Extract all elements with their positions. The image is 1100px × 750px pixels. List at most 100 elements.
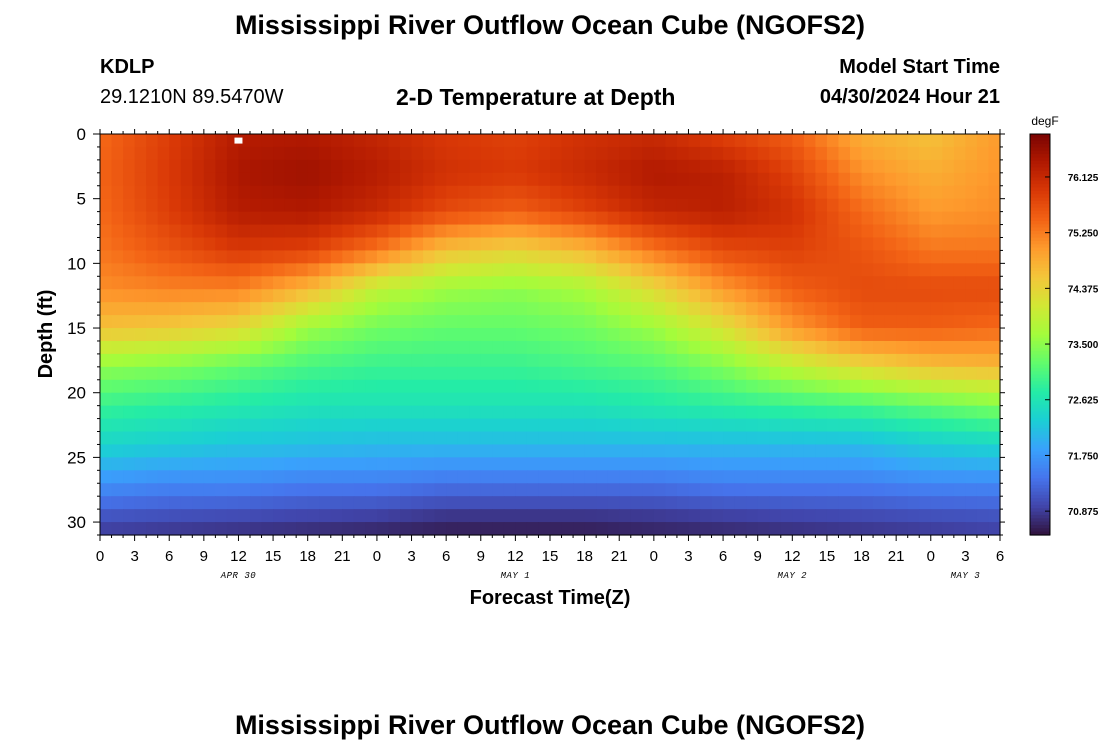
colorbar-swatch xyxy=(1030,167,1050,172)
heatmap-cell xyxy=(100,366,113,381)
heatmap-cell xyxy=(400,366,413,381)
heatmap-cell xyxy=(884,224,897,239)
heatmap-cell xyxy=(215,405,228,420)
heatmap-cell xyxy=(203,172,216,187)
heatmap-cell xyxy=(584,159,597,174)
heatmap-cell xyxy=(180,172,193,187)
heatmap-cell xyxy=(780,353,793,368)
heatmap-cell xyxy=(700,392,713,407)
heatmap-cell xyxy=(157,470,170,484)
heatmap-cell xyxy=(826,315,840,329)
heatmap-cell xyxy=(376,392,390,407)
heatmap-cell xyxy=(665,328,678,342)
heatmap-cell xyxy=(884,289,897,303)
station-coordinates: 29.1210N 89.5470W xyxy=(100,86,284,108)
heatmap-cell xyxy=(215,276,228,290)
heatmap-cell xyxy=(550,405,563,420)
heatmap-cell xyxy=(203,302,216,316)
heatmap-cell xyxy=(619,431,632,446)
heatmap-cell xyxy=(861,509,874,523)
heatmap-cell xyxy=(526,172,540,187)
heatmap-cell xyxy=(273,134,286,148)
heatmap-cell xyxy=(550,522,563,536)
heatmap-cell xyxy=(192,289,205,303)
colorbar-swatch xyxy=(1030,174,1050,179)
heatmap-cell xyxy=(469,146,482,161)
heatmap-cell xyxy=(411,340,424,355)
heatmap-cell xyxy=(688,224,701,239)
heatmap-cell xyxy=(861,457,874,471)
heatmap-cell xyxy=(746,250,759,264)
heatmap-cell xyxy=(873,224,886,239)
heatmap-cell xyxy=(480,328,493,342)
heatmap-cell xyxy=(630,263,643,277)
heatmap-cell xyxy=(480,366,493,381)
heatmap-cell xyxy=(919,496,932,510)
heatmap-cell xyxy=(873,431,886,446)
heatmap-cell xyxy=(746,172,759,187)
heatmap-cell xyxy=(607,172,620,187)
heatmap-cell xyxy=(573,159,586,174)
heatmap-cell xyxy=(100,211,113,226)
heatmap-cell xyxy=(884,146,897,161)
heatmap-cell xyxy=(226,353,240,368)
heatmap-cell xyxy=(861,250,874,264)
heatmap-cell xyxy=(711,379,724,394)
colorbar-swatch xyxy=(1030,438,1050,443)
heatmap-cell xyxy=(561,211,574,226)
heatmap-cell xyxy=(711,302,724,316)
heatmap-cell xyxy=(307,224,320,239)
heatmap-cell xyxy=(723,211,736,226)
heatmap-cell xyxy=(503,237,516,252)
heatmap-cell xyxy=(965,340,978,355)
heatmap-cell xyxy=(457,418,470,433)
heatmap-cell xyxy=(434,224,447,239)
heatmap-cell xyxy=(134,366,147,381)
heatmap-cell xyxy=(815,302,828,316)
colorbar-swatch xyxy=(1030,524,1050,529)
heatmap-cell xyxy=(561,250,574,264)
heatmap-cell xyxy=(550,134,563,148)
heatmap-cell xyxy=(273,276,286,290)
heatmap-cell xyxy=(896,134,909,148)
heatmap-cell xyxy=(988,250,1001,264)
heatmap-cell xyxy=(826,224,840,239)
heatmap-cell xyxy=(550,328,563,342)
heatmap-cell xyxy=(180,418,193,433)
heatmap-cell xyxy=(630,457,643,471)
heatmap-cell xyxy=(907,457,920,471)
heatmap-cell xyxy=(953,328,966,342)
heatmap-cell xyxy=(723,444,736,458)
heatmap-cell xyxy=(688,237,701,252)
heatmap-cell xyxy=(942,224,955,239)
heatmap-cell xyxy=(111,353,124,368)
heatmap-cell xyxy=(250,211,263,226)
heatmap-cell xyxy=(376,509,390,523)
heatmap-cell xyxy=(423,250,436,264)
heatmap-cell xyxy=(561,353,574,368)
colorbar-swatch xyxy=(1030,354,1050,359)
heatmap-cell xyxy=(123,224,136,239)
heatmap-cell xyxy=(169,237,182,252)
heatmap-cell xyxy=(261,198,274,213)
heatmap-cell xyxy=(734,159,747,174)
heatmap-cell xyxy=(273,289,286,303)
heatmap-cell xyxy=(873,483,886,497)
heatmap-cell xyxy=(538,276,551,290)
heatmap-cell xyxy=(746,315,759,329)
heatmap-cell xyxy=(653,353,666,368)
colorbar-tick-label: 74.375 xyxy=(1068,284,1099,295)
heatmap-cell xyxy=(573,431,586,446)
heatmap-cell xyxy=(550,509,563,523)
heatmap-cell xyxy=(353,237,366,252)
heatmap-cell xyxy=(907,159,920,174)
heatmap-cell xyxy=(734,392,747,407)
heatmap-cell xyxy=(803,418,816,433)
heatmap-cell xyxy=(665,470,678,484)
heatmap-cell xyxy=(653,444,666,458)
heatmap-cell xyxy=(930,250,943,264)
heatmap-cell xyxy=(146,405,159,420)
heatmap-cell xyxy=(642,522,655,536)
heatmap-cell xyxy=(976,315,990,329)
heatmap-cell xyxy=(665,159,678,174)
